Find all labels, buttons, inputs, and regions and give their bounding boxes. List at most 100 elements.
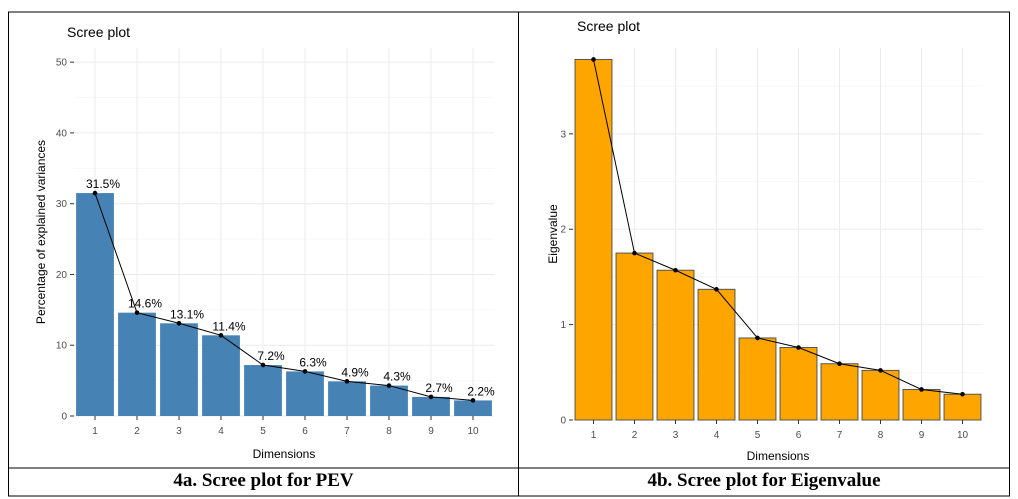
y-axis: 0 10 20 30 40 50 — [56, 58, 74, 423]
x-tick-label: 2 — [632, 430, 638, 441]
data-label: 31.5% — [86, 177, 120, 191]
x-tick-label: 10 — [957, 430, 969, 441]
caption-pev: 4a. Scree plot for PEV — [173, 470, 354, 491]
point-1 — [591, 57, 596, 62]
bar-5 — [738, 337, 777, 421]
point-6 — [796, 345, 801, 350]
point-2 — [632, 250, 637, 256]
x-tick-label: 5 — [755, 430, 761, 441]
data-label: 2.2% — [467, 384, 495, 398]
x-tick-label: 9 — [919, 430, 925, 441]
data-label: 2.7% — [425, 381, 453, 395]
caption-eigenvalue: 4b. Scree plot for Eigenvalue — [647, 470, 881, 491]
points — [591, 57, 965, 397]
data-label: 6.3% — [299, 355, 327, 369]
chart-panel-pev: Scree plot 31.5% 14.6% 13.1% 11.4% 7.2% 6.3% 4.… — [9, 0, 518, 499]
data-label: 13.1% — [170, 307, 204, 321]
x-axis-title: Dimensions — [253, 447, 316, 461]
data-label: 4.9% — [341, 365, 369, 379]
x-tick-label: 4 — [218, 426, 224, 437]
point-5 — [755, 335, 760, 341]
x-tick-label: 10 — [467, 426, 479, 437]
bar-9 — [412, 396, 450, 416]
bar-1 — [574, 58, 613, 421]
bar-9 — [902, 388, 941, 421]
data-label: 4.3% — [383, 370, 411, 384]
point-2 — [134, 310, 140, 315]
y-tick-label: 40 — [56, 128, 68, 139]
bar-7 — [328, 381, 366, 416]
x-tick-label: 7 — [344, 426, 350, 437]
x-axis: 1 2 3 4 5 6 7 8 9 10 — [591, 420, 969, 441]
bars — [574, 58, 982, 421]
bar-4 — [202, 335, 240, 416]
x-tick-label: 1 — [92, 426, 98, 437]
bar-5 — [244, 365, 282, 416]
point-8 — [386, 383, 392, 388]
point-10 — [470, 398, 476, 403]
bar-8 — [370, 385, 408, 416]
bars — [76, 193, 492, 416]
y-axis: 0 1 2 3 — [560, 129, 573, 427]
bar-7 — [820, 363, 859, 421]
x-tick-label: 7 — [837, 430, 843, 441]
bar-2 — [118, 312, 156, 416]
y-tick-label: 0 — [560, 416, 566, 427]
bar-6 — [286, 371, 324, 416]
bar-8 — [861, 369, 900, 421]
point-8 — [878, 368, 883, 373]
point-7 — [344, 379, 350, 384]
point-9 — [428, 394, 434, 400]
point-6 — [302, 369, 308, 374]
bar-1 — [76, 193, 114, 416]
point-9 — [919, 387, 924, 392]
chart-title: Scree plot — [577, 18, 640, 34]
chart-title: Scree plot — [67, 24, 130, 40]
bar-10 — [454, 400, 492, 416]
point-4 — [714, 287, 719, 292]
data-label: 11.4% — [212, 319, 245, 333]
point-5 — [260, 362, 266, 368]
scree-plot-pev-chart: Scree plot 31.5% 14.6% 13.1% 11.4% 7.2% 6.3% 4.… — [34, 24, 495, 461]
y-tick-label: 2 — [560, 225, 566, 236]
scree-line — [94, 192, 474, 401]
x-tick-label: 5 — [260, 426, 266, 437]
point-1 — [92, 190, 98, 196]
y-axis-title: Percentage of explained variances — [34, 140, 48, 324]
point-7 — [837, 361, 842, 367]
y-tick-label: 20 — [56, 270, 68, 281]
chart-panel-eigenvalue: Scree plot 0 1 2 3 1 2 3 4 5 6 7 8 9 10 Dimensions Eigen… — [519, 0, 1009, 499]
y-tick-label: 1 — [560, 320, 566, 331]
data-label: 14.6% — [128, 297, 162, 311]
point-3 — [673, 267, 678, 273]
bar-4 — [697, 288, 736, 421]
x-tick-label: 6 — [796, 430, 802, 441]
bar-3 — [656, 269, 695, 421]
y-axis-title: Eigenvalue — [546, 204, 560, 264]
data-labels: 31.5% 14.6% 13.1% 11.4% 7.2% 6.3% 4.9% 4.3% 2.7%… — [86, 177, 495, 398]
data-label: 7.2% — [257, 349, 285, 363]
point-4 — [218, 333, 224, 338]
bar-3 — [160, 323, 198, 416]
x-tick-label: 2 — [134, 426, 140, 437]
bar-2 — [615, 252, 654, 421]
x-tick-label: 9 — [428, 426, 434, 437]
x-tick-label: 3 — [176, 426, 182, 437]
y-tick-label: 10 — [56, 341, 68, 352]
x-tick-label: 1 — [591, 430, 597, 441]
scree-plot-eigenvalue-chart: Scree plot 0 1 2 3 1 2 3 4 5 6 7 8 9 10 Dimensions Eigen… — [546, 18, 983, 463]
x-tick-label: 4 — [714, 430, 720, 441]
y-tick-label: 0 — [61, 412, 67, 423]
points — [92, 190, 476, 403]
x-tick-label: 8 — [386, 426, 392, 437]
y-tick-label: 30 — [56, 199, 68, 210]
bar-6 — [779, 347, 818, 421]
x-tick-label: 8 — [878, 430, 884, 441]
x-tick-label: 3 — [673, 430, 679, 441]
scree-line — [593, 59, 963, 395]
y-tick-label: 50 — [56, 58, 68, 69]
bar-10 — [943, 393, 982, 421]
y-tick-label: 3 — [560, 129, 566, 140]
x-axis: 1 2 3 4 5 6 7 8 9 10 — [92, 416, 479, 437]
